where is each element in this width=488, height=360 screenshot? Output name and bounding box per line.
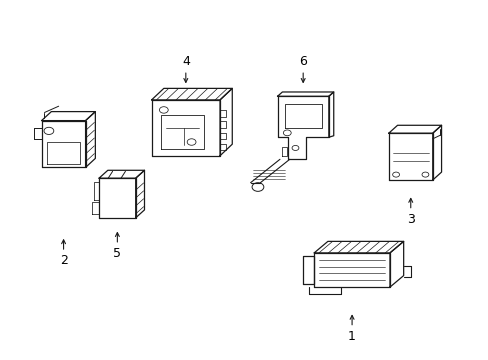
Text: 3: 3: [406, 213, 414, 226]
Text: 6: 6: [299, 55, 306, 68]
Text: 1: 1: [347, 330, 355, 343]
Text: 4: 4: [182, 55, 189, 68]
Text: 5: 5: [113, 247, 121, 260]
Text: 2: 2: [60, 255, 67, 267]
